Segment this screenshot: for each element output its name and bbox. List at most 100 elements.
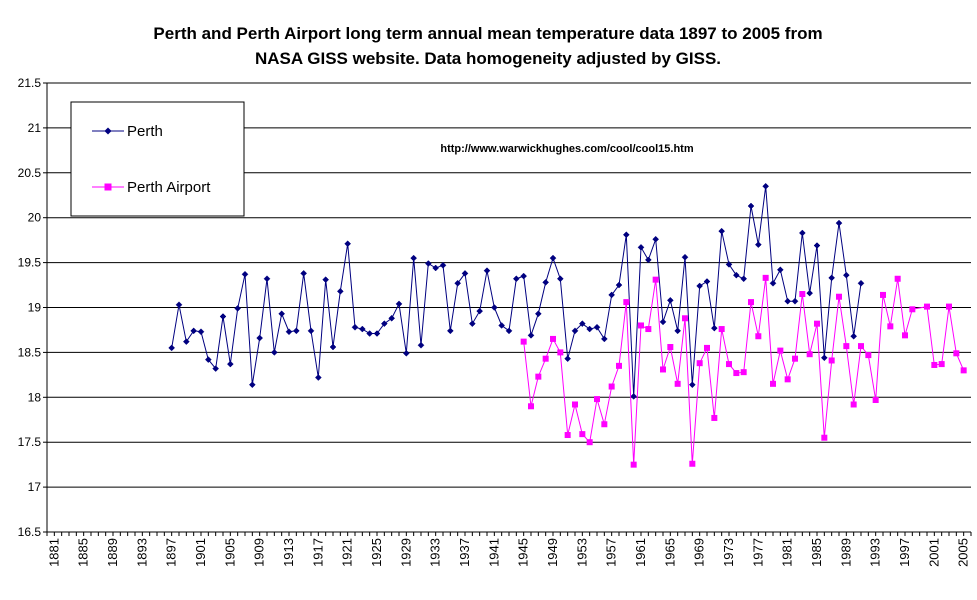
data-point-perth xyxy=(204,356,212,363)
data-point-perth-airport xyxy=(894,275,901,282)
data-point-perth xyxy=(278,310,286,318)
data-point-perth xyxy=(586,325,594,333)
data-point-perth-airport xyxy=(909,306,916,313)
x-tick-label: 1969 xyxy=(692,538,707,567)
data-point-perth xyxy=(740,275,748,283)
data-point-perth xyxy=(798,229,806,237)
data-point-perth-airport xyxy=(946,303,952,310)
data-point-perth-airport xyxy=(704,344,710,351)
x-tick-label: 1997 xyxy=(897,538,912,567)
data-point-perth-airport xyxy=(821,434,828,441)
data-point-perth xyxy=(556,275,564,283)
data-point-perth-airport xyxy=(843,343,850,350)
data-point-perth-airport xyxy=(902,332,908,339)
legend-label-perth-airport: Perth Airport xyxy=(127,179,211,196)
data-point-perth-airport xyxy=(711,414,718,421)
data-point-perth xyxy=(175,301,183,309)
data-point-perth xyxy=(388,314,396,322)
data-point-perth xyxy=(417,341,425,349)
data-point-perth xyxy=(608,291,616,299)
y-tick-label: 21 xyxy=(28,121,42,135)
data-point-perth-airport xyxy=(594,396,600,403)
data-point-perth-airport xyxy=(674,380,681,387)
x-tick-label: 1929 xyxy=(398,538,413,567)
data-point-perth xyxy=(776,266,784,274)
source-url-annotation: http://www.warwickhughes.com/cool/cool15… xyxy=(440,143,693,155)
data-point-perth xyxy=(674,327,682,335)
x-tick-label: 1885 xyxy=(76,538,91,567)
data-point-perth-airport xyxy=(733,370,740,377)
data-point-perth-airport xyxy=(557,349,564,356)
data-point-perth xyxy=(688,381,696,389)
data-point-perth xyxy=(483,267,491,275)
data-point-perth-airport xyxy=(689,460,696,467)
data-point-perth xyxy=(314,374,322,381)
x-tick-label: 1909 xyxy=(252,538,267,567)
data-point-perth xyxy=(329,343,337,351)
data-point-perth xyxy=(769,279,777,287)
x-tick-label: 1937 xyxy=(457,538,472,567)
data-point-perth xyxy=(424,260,432,267)
data-point-perth xyxy=(754,241,762,248)
data-point-perth xyxy=(520,272,528,280)
data-point-perth-airport xyxy=(696,360,703,367)
x-tick-label: 1981 xyxy=(780,538,795,567)
data-point-perth xyxy=(351,323,359,331)
data-point-perth xyxy=(468,320,476,328)
data-point-perth-airport xyxy=(726,361,732,368)
data-point-perth xyxy=(476,307,484,315)
data-point-perth xyxy=(402,349,410,357)
x-tick-label: 1993 xyxy=(868,538,883,567)
data-point-perth xyxy=(747,202,755,210)
x-tick-label: 1973 xyxy=(721,538,736,567)
series-line-perth-airport xyxy=(523,277,965,465)
data-point-perth-airport xyxy=(572,401,578,408)
data-point-perth-airport xyxy=(777,347,784,354)
x-tick-label: 1941 xyxy=(486,538,501,567)
data-point-perth-airport xyxy=(806,351,813,358)
y-tick-label: 17 xyxy=(28,480,42,494)
data-point-perth xyxy=(197,328,205,336)
x-tick-label: 1889 xyxy=(105,538,120,567)
data-point-perth xyxy=(461,270,469,277)
data-point-perth xyxy=(190,327,198,335)
data-point-perth-airport xyxy=(799,291,806,298)
x-tick-label: 1945 xyxy=(516,538,531,567)
data-point-perth-airport xyxy=(858,343,864,350)
data-point-perth-airport xyxy=(960,367,967,374)
data-point-perth xyxy=(659,318,667,326)
data-point-perth xyxy=(710,324,718,332)
data-point-perth-airport xyxy=(550,335,556,342)
chart-title-line-1: Perth and Perth Airport long term annual… xyxy=(153,24,822,43)
data-point-perth xyxy=(564,355,572,363)
data-point-perth-airport xyxy=(682,315,688,322)
x-tick-label: 2005 xyxy=(956,538,971,567)
data-point-perth xyxy=(806,289,814,297)
data-point-perth xyxy=(842,271,850,279)
data-point-perth xyxy=(234,305,242,312)
x-tick-label: 1965 xyxy=(662,538,677,567)
series-layer xyxy=(168,182,967,468)
data-point-perth xyxy=(593,323,601,331)
data-point-perth-airport xyxy=(887,323,894,330)
data-point-perth xyxy=(380,320,388,328)
data-point-perth xyxy=(512,275,520,283)
data-point-perth xyxy=(637,243,645,251)
legend-box xyxy=(70,101,245,217)
x-tick-label: 1881 xyxy=(46,538,61,567)
data-point-perth xyxy=(454,279,462,287)
data-point-perth-airport xyxy=(623,299,630,306)
data-point-perth xyxy=(762,182,770,190)
data-point-perth xyxy=(168,344,176,352)
data-point-perth xyxy=(578,320,586,328)
x-tick-label: 1893 xyxy=(134,538,149,567)
data-point-perth-airport xyxy=(652,276,659,283)
data-point-perth xyxy=(527,331,535,339)
x-tick-label: 1897 xyxy=(164,538,179,567)
data-point-perth xyxy=(534,310,542,318)
data-point-perth-airport xyxy=(667,344,674,351)
data-point-perth xyxy=(696,282,704,290)
data-point-perth-airport xyxy=(828,357,835,364)
data-point-perth-airport xyxy=(850,401,857,408)
data-point-perth xyxy=(263,275,271,283)
